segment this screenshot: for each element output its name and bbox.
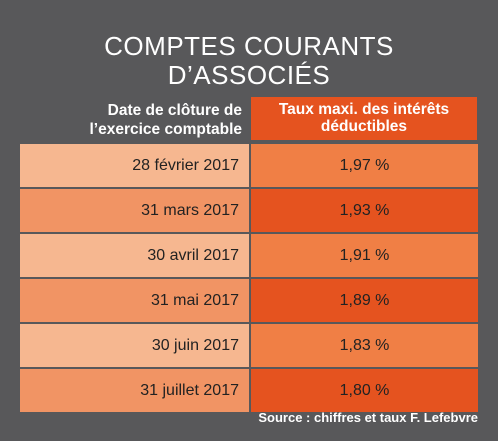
title-line-2: D’ASSOCIÉS [167, 60, 331, 90]
date-cell: 30 juin 2017 [20, 324, 249, 367]
source-note: Source : chiffres et taux F. Lefebvre [258, 410, 478, 425]
date-cell: 30 avril 2017 [20, 234, 249, 277]
rates-table: 28 février 2017 1,97 % 31 mars 2017 1,93… [20, 144, 478, 414]
rate-header-line-1: Taux maxi. des intérêts [278, 101, 450, 118]
table-row: 31 mars 2017 1,93 % [20, 189, 478, 232]
date-header-line-1: Date de clôture de [107, 102, 242, 119]
date-cell: 31 mars 2017 [20, 189, 249, 232]
date-header-line-2: l’exercice comptable [89, 121, 243, 138]
title-line-1: COMPTES COURANTS [104, 31, 394, 61]
date-column-header: Date de clôture de l’exercice comptable [20, 101, 243, 139]
rate-cell: 1,97 % [251, 144, 478, 187]
rate-column-header: Taux maxi. des intérêts déductibles [251, 97, 477, 140]
rate-header-line-2: déductibles [320, 118, 408, 135]
date-cell: 31 mai 2017 [20, 279, 249, 322]
rate-cell: 1,91 % [251, 234, 478, 277]
page-title: COMPTES COURANTS D’ASSOCIÉS [0, 32, 498, 90]
table-row: 28 février 2017 1,97 % [20, 144, 478, 187]
rate-cell: 1,83 % [251, 324, 478, 367]
table-row: 30 juin 2017 1,83 % [20, 324, 478, 367]
rate-cell: 1,89 % [251, 279, 478, 322]
rate-cell: 1,80 % [251, 369, 478, 412]
date-cell: 31 juillet 2017 [20, 369, 249, 412]
table-row: 31 juillet 2017 1,80 % [20, 369, 478, 412]
rate-cell: 1,93 % [251, 189, 478, 232]
table-row: 31 mai 2017 1,89 % [20, 279, 478, 322]
date-cell: 28 février 2017 [20, 144, 249, 187]
table-row: 30 avril 2017 1,91 % [20, 234, 478, 277]
